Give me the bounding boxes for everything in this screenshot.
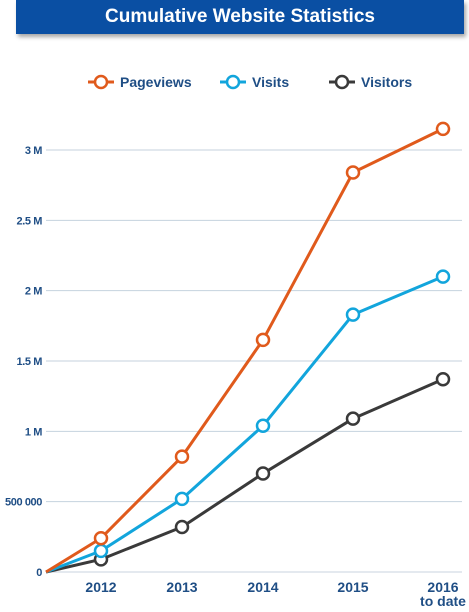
y-axis-tick-labels: 0 500 000 1 M 1.5 M 2 M 2.5 M 3 M: [5, 145, 43, 579]
y-tick-label: 1 M: [25, 426, 42, 438]
data-point-pageviews: [93, 530, 109, 546]
legend-item-visits: Visits: [220, 74, 289, 90]
legend-label: Visits: [252, 74, 289, 90]
data-point-pageviews: [435, 121, 451, 137]
y-tick-label: 500 000: [5, 497, 42, 509]
series-line-pageviews: [45, 127, 444, 574]
data-point-pageviews: [174, 449, 190, 464]
data-point-visits: [345, 307, 361, 322]
y-tick-label: 3 M: [25, 145, 42, 157]
data-point-visitors: [345, 411, 361, 426]
series-line-visits: [45, 275, 444, 574]
x-tick-label: 2014: [247, 579, 278, 595]
data-point-visitors: [174, 519, 190, 535]
data-point-visitors: [255, 466, 271, 481]
series-lines: [45, 121, 451, 574]
y-tick-label: 1.5 M: [16, 356, 42, 368]
data-point-visits: [174, 491, 190, 507]
legend-item-visitors: Visitors: [329, 74, 412, 90]
legend-label: Visitors: [361, 74, 412, 90]
x-tick-label: 2012: [85, 579, 116, 595]
y-tick-label: 2 M: [25, 286, 42, 298]
series-line-visitors: [45, 377, 444, 574]
x-tick-label: 2015: [337, 579, 368, 595]
data-point-visits: [435, 269, 451, 284]
x-tick-label: 2013: [166, 579, 197, 595]
data-point-pageviews: [345, 165, 361, 180]
legend-label: Pageviews: [120, 74, 192, 90]
y-tick-label: 2.5 M: [16, 215, 42, 227]
chart-title-banner: Cumulative Website Statistics: [16, 0, 464, 34]
x-tick-label: 2016: [427, 579, 458, 595]
chart-title: Cumulative Website Statistics: [105, 6, 375, 27]
legend-item-pageviews: Pageviews: [88, 74, 192, 90]
y-tick-label: 0: [36, 567, 42, 579]
x-tick-label: to date: [420, 593, 466, 609]
data-point-visitors: [435, 372, 451, 387]
data-point-pageviews: [255, 332, 271, 348]
legend: Pageviews Visits Visitors: [88, 74, 412, 90]
gridlines: [46, 149, 462, 573]
data-point-visits: [93, 543, 109, 559]
data-point-visits: [255, 418, 271, 433]
